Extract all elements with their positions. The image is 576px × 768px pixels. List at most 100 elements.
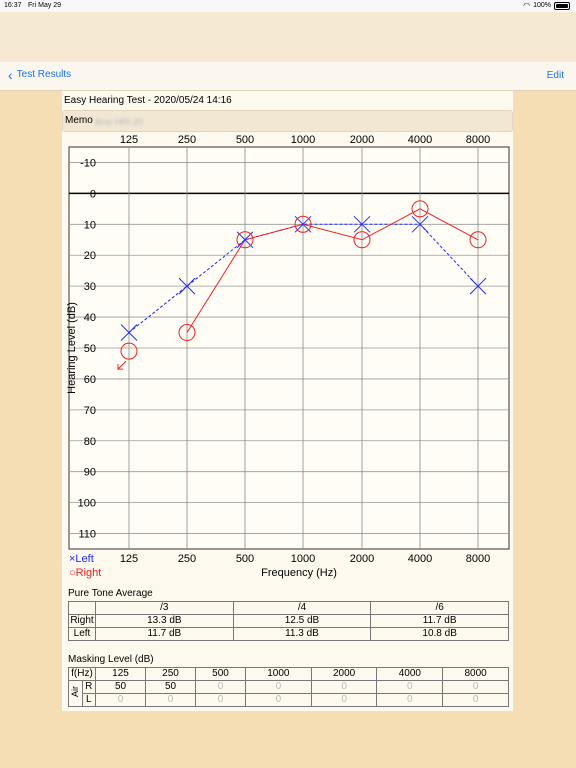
nav-bar: ‹ Test Results Edit	[0, 62, 576, 91]
masking-right-cell[interactable]: 0	[245, 680, 312, 694]
masking-freq: 250	[145, 667, 196, 681]
masking-freq: 125	[95, 667, 146, 681]
x-tick-label-top: 125	[120, 134, 138, 146]
masking-title: Masking Level (dB)	[68, 654, 154, 665]
x-tick-label-bottom: 500	[236, 553, 254, 565]
battery-icon	[554, 2, 570, 10]
masking-freq: 2000	[310, 667, 378, 681]
pta-cell: 11.7 dB	[95, 627, 234, 641]
pta-row-label: Right	[68, 614, 96, 628]
x-tick-label-top: 4000	[408, 134, 432, 146]
pta-title: Pure Tone Average	[68, 588, 153, 599]
x-axis-label: Frequency (Hz)	[261, 567, 337, 579]
left-point	[469, 277, 487, 295]
masking-right-label: R	[81, 680, 96, 694]
audiogram-chart: -10 0 10 20 30 40 50 60 70 80 90 100 110 125 125 250 250…	[66, 134, 510, 579]
pta-corner	[68, 601, 96, 615]
memo-row: Memo	[62, 110, 513, 132]
masking-right-cell[interactable]: 50	[145, 680, 196, 694]
pta-cell: 13.3 dB	[95, 614, 234, 628]
x-tick-label-top: 1000	[291, 134, 315, 146]
masking-left-cell[interactable]: 0	[95, 693, 146, 707]
edit-button[interactable]: Edit	[546, 70, 564, 81]
pta-table: /3 /4 /6 Right 13.3 dB 12.5 dB 11.7 dB L…	[68, 601, 509, 641]
status-date: Fri May 29	[28, 2, 62, 9]
masking-left-cell[interactable]: 0	[442, 693, 509, 707]
memo-label: Memo	[65, 115, 93, 126]
masking-freq: 4000	[376, 667, 444, 681]
masking-table: f(Hz) 125 250 500 1000 2000 4000 8000 Ai…	[68, 667, 509, 707]
masking-right-cell[interactable]: 0	[442, 680, 509, 694]
masking-freq: 500	[195, 667, 246, 681]
top-band	[0, 12, 576, 62]
pta-cell: 11.3 dB	[232, 627, 372, 641]
y-tick-label: 90	[84, 467, 96, 479]
right-no-response-arrow	[117, 360, 127, 370]
masking-left-cell[interactable]: 0	[245, 693, 312, 707]
right-no-response-arrowhead	[117, 364, 123, 370]
x-tick-label-bottom: 250	[178, 553, 196, 565]
x-tick-label-bottom: 125	[120, 553, 138, 565]
x-tick-label-top: 500	[236, 134, 254, 146]
right-point	[353, 231, 371, 249]
pta-header: /6	[370, 601, 509, 615]
status-bar: 16:37 Fri May 29 ◠ 100%	[0, 0, 576, 12]
result-panel: Easy Hearing Test - 2020/05/24 14:16 Mem…	[62, 91, 513, 711]
masking-left-cell[interactable]: 0	[376, 693, 444, 707]
masking-right-cell[interactable]: 50	[95, 680, 146, 694]
pta-header: /4	[232, 601, 372, 615]
battery-percent: 100%	[533, 2, 551, 9]
masking-freq: 1000	[245, 667, 312, 681]
y-tick-label: 60	[84, 374, 96, 386]
y-tick-label: 10	[84, 219, 96, 231]
right-point	[120, 342, 138, 360]
test-title: Easy Hearing Test - 2020/05/24 14:16	[64, 95, 232, 106]
y-tick-label: 30	[84, 281, 96, 293]
y-tick-label: 100	[78, 498, 96, 510]
masking-left-cell[interactable]: 0	[310, 693, 378, 707]
y-axis-label: Hearing Level (dB)	[66, 302, 78, 394]
x-tick-label-top: 250	[178, 134, 196, 146]
left-point	[178, 277, 196, 295]
masking-right-cell[interactable]: 0	[376, 680, 444, 694]
right-point	[236, 231, 254, 249]
x-tick-label-bottom: 1000	[291, 553, 315, 565]
left-point	[120, 324, 138, 341]
x-tick-label-bottom: 4000	[408, 553, 432, 565]
pta-row-label: Left	[68, 627, 96, 641]
masking-left-label: L	[81, 693, 96, 707]
pta-cell: 10.8 dB	[370, 627, 509, 641]
legend-left: ×Left	[69, 553, 94, 565]
masking-air-cell: Air	[68, 680, 83, 707]
masking-right-cell[interactable]: 0	[310, 680, 378, 694]
masking-left-cell[interactable]: 0	[195, 693, 246, 707]
y-tick-label: 40	[84, 312, 96, 324]
left-point	[353, 215, 371, 233]
chevron-left-icon: ‹	[8, 66, 13, 83]
x-tick-label-bottom: 8000	[466, 553, 490, 565]
y-tick-label: 0	[90, 188, 96, 200]
y-tick-label: 70	[84, 405, 96, 417]
right-point	[294, 215, 312, 233]
pta-cell: 11.7 dB	[370, 614, 509, 628]
x-tick-label-bottom: 2000	[350, 553, 374, 565]
y-tick-label: 50	[84, 343, 96, 355]
back-label: Test Results	[16, 69, 72, 80]
pta-cell: 12.5 dB	[232, 614, 372, 628]
y-tick-label: -10	[80, 157, 96, 169]
masking-air-label: Air	[70, 686, 81, 697]
pta-header: /3	[95, 601, 234, 615]
memo-input[interactable]	[93, 113, 509, 130]
masking-right-cell[interactable]: 0	[195, 680, 246, 694]
x-tick-label-top: 2000	[350, 134, 374, 146]
back-button[interactable]: ‹ Test Results	[8, 66, 72, 83]
x-tick-label-top: 8000	[466, 134, 490, 146]
legend-right: ○Right	[69, 567, 101, 579]
left-point	[411, 215, 429, 233]
right-point	[411, 200, 429, 218]
right-series-line	[186, 208, 479, 333]
right-point	[469, 231, 487, 249]
masking-left-cell[interactable]: 0	[145, 693, 196, 707]
status-right: ◠ 100%	[523, 0, 570, 12]
masking-freq-label: f(Hz)	[68, 667, 96, 681]
